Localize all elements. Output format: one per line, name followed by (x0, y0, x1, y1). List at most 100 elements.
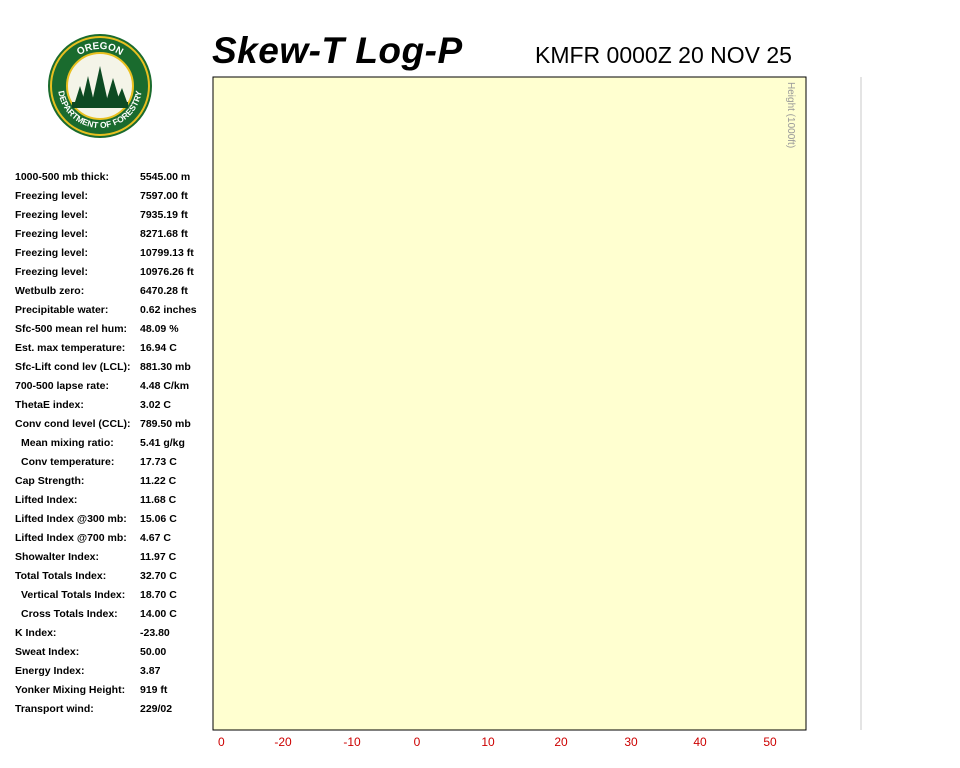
index-label: Yonker Mixing Height: (15, 684, 126, 696)
index-row: Vertical Totals Index: 18.70 C (15, 586, 210, 605)
x-tick-label: 0 (414, 735, 421, 749)
index-label: 1000-500 mb thick: (15, 171, 109, 183)
index-row: Lifted Index: 11.68 C (15, 491, 210, 510)
index-label: Freezing level: (15, 228, 88, 240)
index-row: Precipitable water: 0.62 inches (15, 301, 210, 320)
index-label: Mean mixing ratio: (21, 437, 114, 449)
index-value: 32.70 C (140, 570, 177, 582)
index-row: Mean mixing ratio: 5.41 g/kg (15, 434, 210, 453)
index-row: Cap Strength: 11.22 C (15, 472, 210, 491)
height-axis: Height (1000ft)50454035302520151050 (785, 82, 796, 148)
index-value: 5545.00 m (140, 171, 191, 183)
index-label: Precipitable water: (15, 304, 109, 316)
x-tick-label: -10 (343, 735, 361, 749)
index-value: 881.30 mb (140, 361, 191, 373)
index-label: Sfc-500 mean rel hum: (15, 323, 128, 335)
x-tick-label: 30 (624, 735, 638, 749)
index-label: Freezing level: (15, 266, 88, 278)
index-value: 3.87 (140, 665, 161, 677)
index-label: Wetbulb zero: (15, 285, 85, 297)
index-label: Conv temperature: (21, 456, 115, 468)
x-tick-label: 50 (763, 735, 777, 749)
index-label: Showalter Index: (15, 551, 100, 563)
index-row: 700-500 lapse rate: 4.48 C/km (15, 377, 210, 396)
index-value: 7935.19 ft (140, 209, 188, 221)
index-label: Vertical Totals Index: (21, 589, 126, 601)
chart-title: Skew-T Log-P (212, 30, 463, 71)
index-row: Freezing level: 7935.19 ft (15, 206, 210, 225)
x-tick-label: 20 (554, 735, 568, 749)
index-label: Cap Strength: (15, 475, 85, 487)
index-label: 700-500 lapse rate: (15, 380, 109, 392)
index-row: K Index: -23.80 (15, 624, 210, 643)
index-value: 5.41 g/kg (140, 437, 185, 449)
index-label: Transport wind: (15, 703, 94, 715)
index-value: 14.00 C (140, 608, 177, 620)
height-axis-title: Height (1000ft) (785, 82, 796, 148)
tree-icon (75, 66, 127, 102)
index-row: Lifted Index @700 mb: 4.67 C (15, 529, 210, 548)
index-value: 0.62 inches (140, 304, 197, 316)
index-value: 50.00 (140, 646, 167, 658)
index-row: Total Totals Index: 32.70 C (15, 567, 210, 586)
index-row: Yonker Mixing Height: 919 ft (15, 681, 210, 700)
stability-indices-panel: 1000-500 mb thick: 5545.00 m Freezing leve… (15, 168, 210, 719)
index-row: 1000-500 mb thick: 5545.00 m (15, 168, 210, 187)
index-row: Wetbulb zero: 6470.28 ft (15, 282, 210, 301)
index-row: Est. max temperature: 16.94 C (15, 339, 210, 358)
index-row: Sfc-Lift cond lev (LCL): 881.30 mb (15, 358, 210, 377)
index-row: Sweat Index: 50.00 (15, 643, 210, 662)
index-value: 10976.26 ft (140, 266, 194, 278)
index-label: ThetaE index: (15, 399, 84, 411)
logo-top-text: OREGON (75, 41, 125, 58)
index-value: 15.06 C (140, 513, 177, 525)
index-label: Freezing level: (15, 247, 88, 259)
index-label: Lifted Index @300 mb: (15, 513, 127, 525)
index-value: 11.22 C (140, 475, 177, 487)
x-tick-label: 40 (693, 735, 707, 749)
x-tick-label: 0 (218, 735, 225, 749)
index-row: Energy Index: 3.87 (15, 662, 210, 681)
index-row: Sfc-500 mean rel hum: 48.09 % (15, 320, 210, 339)
index-label: Sweat Index: (15, 646, 80, 658)
index-label: Sfc-Lift cond lev (LCL): (15, 361, 131, 373)
index-label: Freezing level: (15, 190, 88, 202)
index-value: 17.73 C (140, 456, 177, 468)
index-row: Cross Totals Index: 14.00 C (15, 605, 210, 624)
station-time-title: KMFR 0000Z 20 NOV 25 (535, 42, 792, 68)
index-row: ThetaE index: 3.02 C (15, 396, 210, 415)
warm-region (213, 77, 806, 730)
index-value: 229/02 (140, 703, 173, 715)
index-value: 3.02 C (140, 399, 171, 411)
index-value: 919 ft (140, 684, 168, 696)
index-value: 18.70 C (140, 589, 177, 601)
x-tick-label: 10 (481, 735, 495, 749)
index-label: Total Totals Index: (15, 570, 107, 582)
index-value: 789.50 mb (140, 418, 191, 430)
index-value: 6470.28 ft (140, 285, 188, 297)
logo-ground (72, 102, 128, 108)
index-value: -23.80 (140, 627, 170, 639)
index-value: 48.09 % (140, 323, 179, 335)
plot-background (213, 77, 806, 730)
index-value: 7597.00 ft (140, 190, 188, 202)
index-label: Freezing level: (15, 209, 88, 221)
index-label: Cross Totals Index: (21, 608, 118, 620)
index-row: Freezing level: 7597.00 ft (15, 187, 210, 206)
index-value: 4.67 C (140, 532, 171, 544)
index-label: Energy Index: (15, 665, 85, 677)
index-label: Conv cond level (CCL): (15, 418, 131, 430)
oregon-forestry-logo: OREGON DEPARTMENT OF FORESTRY (48, 34, 152, 138)
index-value: 16.94 C (140, 342, 177, 354)
index-row: Showalter Index: 11.97 C (15, 548, 210, 567)
index-label: K Index: (15, 627, 57, 639)
plot-frame (212, 76, 807, 731)
index-row: Lifted Index @300 mb: 15.06 C (15, 510, 210, 529)
index-value: 10799.13 ft (140, 247, 194, 259)
index-label: Lifted Index: (15, 494, 78, 506)
index-row: Transport wind: 229/02 (15, 700, 210, 719)
index-label: Lifted Index @700 mb: (15, 532, 127, 544)
index-value: 11.97 C (140, 551, 177, 563)
index-value: 4.48 C/km (140, 380, 190, 392)
